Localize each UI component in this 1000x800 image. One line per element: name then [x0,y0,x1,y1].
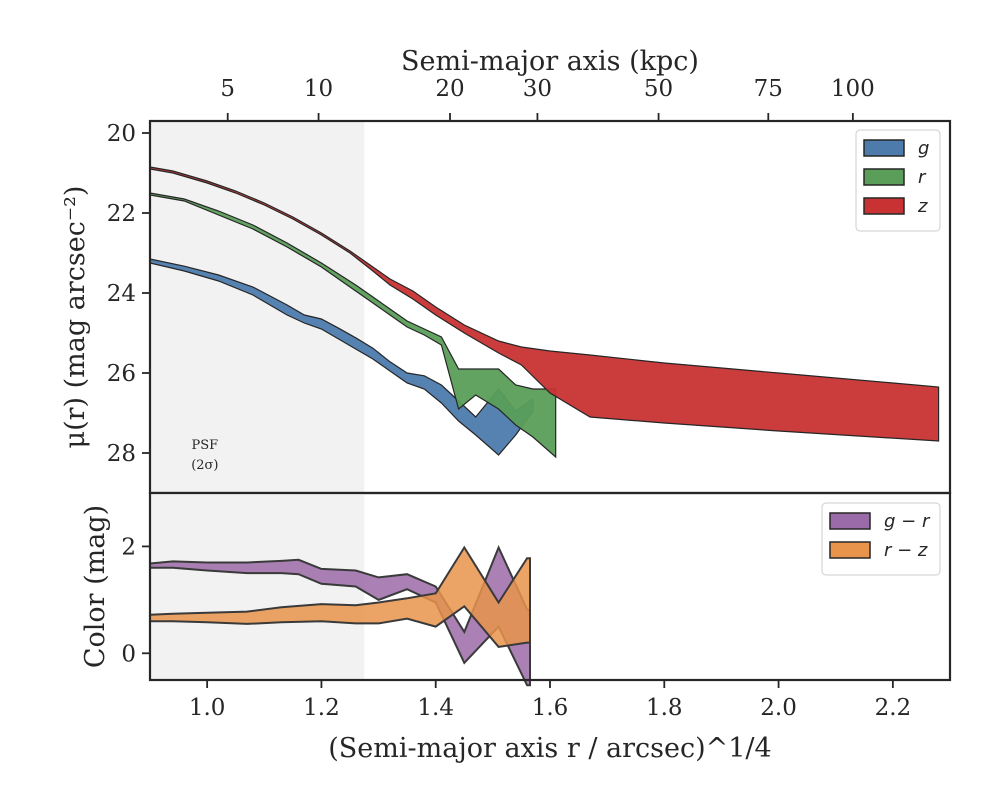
x-tick-label-2.0: 2.0 [760,695,797,721]
legend-swatch-g [863,139,905,157]
color-series [149,544,531,687]
legend-label-z: z [917,196,928,217]
kpc-tick-label-10: 10 [304,76,333,102]
legend-label-r: r [918,167,927,188]
surface-brightness-panel: 20 22 24 26 28 5 10 20 30 50 75 100 grz PSF (2σ) S… [60,46,952,495]
psf-shade-top [150,121,365,493]
kpc-tick-label-75: 75 [754,76,783,102]
series-band-r-z [149,545,531,648]
legend-swatch-z [863,197,905,215]
top-y-ticks: 20 22 24 26 28 [107,121,150,467]
x-tick-label-1.6: 1.6 [532,695,569,721]
color-y-tick-label-2: 2 [121,534,136,560]
legend-label-r-z: r − z [884,540,928,561]
y-tick-label-20: 20 [107,121,136,147]
top-y-axis-title: μ(r) (mag arcsec⁻²) [60,186,91,449]
y-tick-label-28: 28 [107,441,136,467]
color-y-tick-label-0: 0 [121,641,136,667]
series-band-g-r [149,544,531,687]
bottom-y-axis-title: Color (mag) [80,505,111,668]
kpc-tick-label-50: 50 [644,76,673,102]
x-tick-label-1.4: 1.4 [417,695,454,721]
surface-brightness-legend: grz [855,129,941,232]
x-tick-label-1.2: 1.2 [303,695,340,721]
surface-brightness-series [149,166,940,459]
y-tick-label-22: 22 [107,201,136,227]
psf-label-line1: PSF [192,438,219,453]
y-tick-label-24: 24 [107,281,136,307]
x-tick-label-1.8: 1.8 [646,695,683,721]
series-band-r [149,192,557,459]
x-tick-label-2.2: 2.2 [875,695,912,721]
series-band-z [149,166,940,442]
kpc-tick-label-30: 30 [523,76,552,102]
psf-label-line2: (2σ) [191,458,218,473]
psf-shade-bottom [150,493,365,680]
legend-label-g: g [918,138,929,159]
legend-swatch-g-r [829,512,871,530]
top-axis-title: Semi-major axis (kpc) [401,46,699,77]
bottom-y-ticks: 02 [121,534,150,667]
kpc-tick-label-20: 20 [435,76,464,102]
legend-label-g-r: g − r [884,511,931,532]
kpc-tick-label-5: 5 [220,76,235,102]
color-panel: 02 1.0 1.2 1.4 1.6 1.8 2.0 2.2 g − rr − z (Sem… [80,491,952,764]
kpc-tick-label-100: 100 [831,76,875,102]
top-secondary-x-ticks: 5 10 20 30 50 75 100 [220,76,875,121]
x-tick-label-1.0: 1.0 [189,695,226,721]
legend-swatch-r-z [829,541,871,559]
bottom-x-axis-title: (Semi-major axis r / arcsec)^1/4 [328,733,771,764]
y-tick-label-26: 26 [107,361,136,387]
color-legend: g − r r − z [821,502,941,576]
legend-swatch-r [863,168,905,186]
bottom-x-ticks: 1.0 1.2 1.4 1.6 1.8 2.0 2.2 [189,680,911,721]
